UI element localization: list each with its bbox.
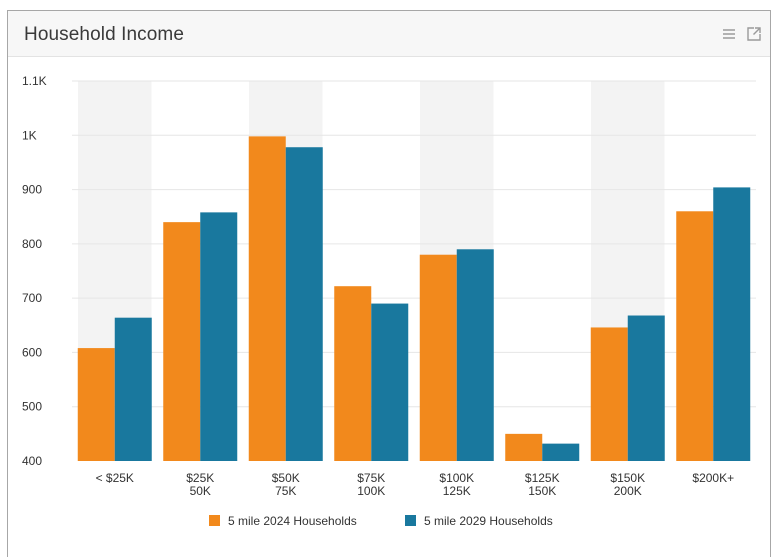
x-tick-label: $50K <box>272 471 300 485</box>
y-tick-label: 700 <box>22 291 42 305</box>
list-menu-icon[interactable] <box>720 25 738 43</box>
bar-2029[interactable] <box>713 187 751 461</box>
x-tick-label: $75K <box>357 471 385 485</box>
bar-2029[interactable] <box>285 147 323 461</box>
legend-swatch-2029 <box>405 515 416 526</box>
bar-2024[interactable] <box>248 136 286 461</box>
y-tick-label: 800 <box>22 237 42 251</box>
bar-2029[interactable] <box>627 315 665 461</box>
bar-2029[interactable] <box>200 212 238 461</box>
bar-2029[interactable] <box>542 443 580 461</box>
y-tick-label: 1K <box>22 128 37 142</box>
x-tick-label: 50K <box>190 484 211 498</box>
y-tick-label: 400 <box>22 454 42 468</box>
x-tick-label: 200K <box>614 484 642 498</box>
bar-2024[interactable] <box>77 348 115 461</box>
widget-header: Household Income <box>8 11 770 57</box>
legend-label-2024[interactable]: 5 mile 2024 Households <box>228 514 357 528</box>
x-tick-label: 125K <box>443 484 471 498</box>
x-tick-label: $150K <box>610 471 645 485</box>
bar-2024[interactable] <box>334 286 372 461</box>
bar-2029[interactable] <box>456 249 494 461</box>
legend-label-2029[interactable]: 5 mile 2029 Households <box>424 514 553 528</box>
bar-2029[interactable] <box>371 303 409 461</box>
y-tick-label: 1.1K <box>22 74 47 88</box>
x-tick-label: < $25K <box>96 471 134 485</box>
bar-2024[interactable] <box>676 211 714 461</box>
x-tick-label: $200K+ <box>692 471 734 485</box>
external-link-icon[interactable] <box>745 25 763 43</box>
y-tick-label: 500 <box>22 400 42 414</box>
bar-2024[interactable] <box>590 327 628 461</box>
bar-2024[interactable] <box>505 433 543 461</box>
bar-2029[interactable] <box>114 317 152 461</box>
x-tick-label: $100K <box>439 471 474 485</box>
x-tick-label: $125K <box>525 471 560 485</box>
x-tick-label: $25K <box>186 471 214 485</box>
x-tick-label: 75K <box>275 484 296 498</box>
y-tick-label: 900 <box>22 183 42 197</box>
bar-2024[interactable] <box>163 222 201 461</box>
x-tick-label: 100K <box>357 484 385 498</box>
bar-2024[interactable] <box>419 254 457 461</box>
widget-title: Household Income <box>24 24 185 45</box>
x-tick-label: 150K <box>528 484 556 498</box>
y-tick-label: 600 <box>22 345 42 359</box>
legend-swatch-2024 <box>209 515 220 526</box>
